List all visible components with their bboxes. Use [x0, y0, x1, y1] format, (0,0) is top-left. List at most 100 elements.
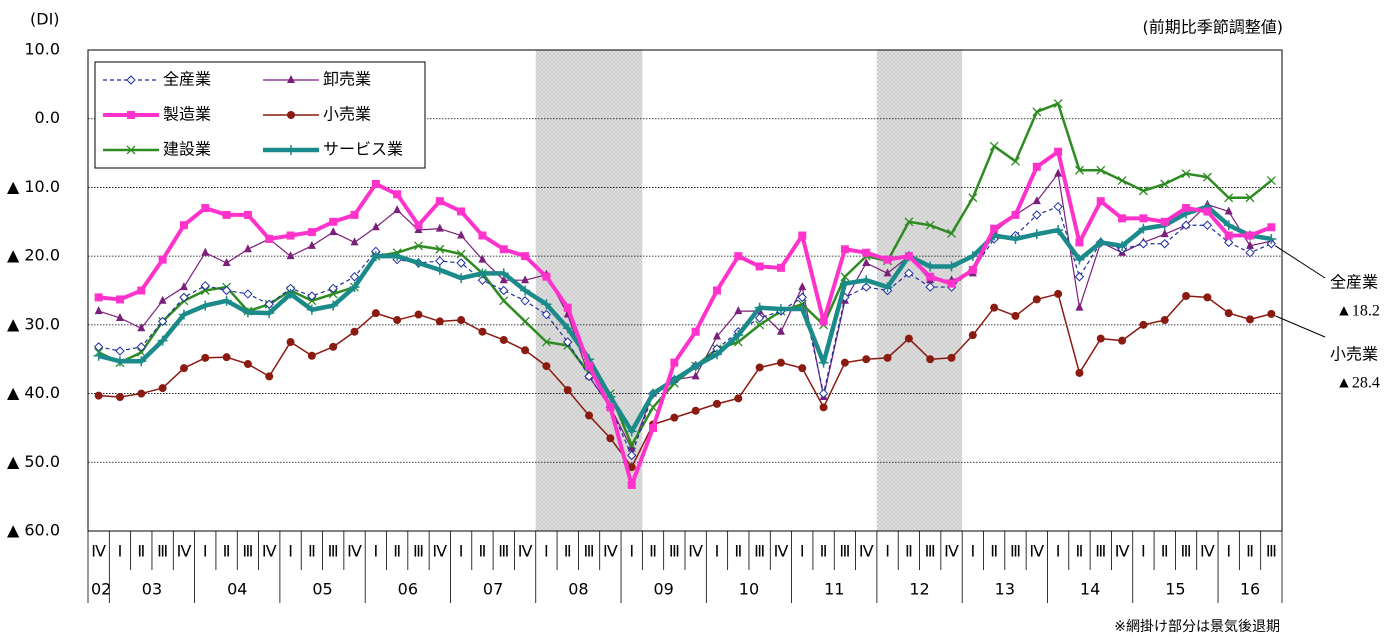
annotation-name: 全産業 — [1330, 273, 1378, 292]
x-tick-label: Ⅱ — [990, 544, 998, 561]
x-tick-label: Ⅰ — [459, 544, 464, 561]
marker — [94, 391, 103, 400]
x-tick-label: Ⅱ — [308, 544, 316, 561]
x-tick-label: Ⅰ — [203, 544, 208, 561]
x-tick-label: Ⅳ — [944, 544, 959, 561]
x-tick-label: Ⅲ — [1181, 544, 1192, 561]
marker — [627, 440, 637, 450]
marker — [115, 346, 125, 356]
marker — [201, 353, 210, 362]
marker — [1054, 289, 1063, 298]
annotation-value: ▲18.2 — [1336, 303, 1380, 320]
marker — [541, 337, 551, 347]
x-tick-label: Ⅱ — [820, 544, 828, 561]
marker — [264, 308, 275, 319]
marker — [1202, 220, 1213, 230]
marker — [904, 268, 914, 279]
marker — [775, 304, 786, 315]
y-tick-label: ▲ 20.0 — [7, 246, 60, 265]
marker — [1096, 334, 1105, 343]
marker — [776, 326, 785, 335]
x-tick-label: Ⅲ — [498, 544, 509, 561]
marker — [1203, 293, 1212, 302]
marker — [925, 261, 936, 272]
marker — [521, 252, 530, 261]
marker — [1117, 240, 1128, 251]
marker — [157, 316, 168, 327]
marker — [243, 289, 253, 299]
marker — [798, 282, 807, 291]
marker — [990, 224, 999, 233]
x-tick-label: Ⅳ — [603, 544, 618, 561]
marker — [1054, 147, 1063, 156]
marker — [754, 313, 765, 323]
marker — [541, 309, 552, 320]
x-tick-label: Ⅱ — [1161, 544, 1169, 561]
marker — [435, 223, 444, 232]
x-tick-label: Ⅲ — [1095, 544, 1106, 561]
marker — [222, 258, 231, 267]
marker — [690, 361, 701, 372]
marker — [137, 389, 146, 398]
marker — [521, 275, 530, 284]
marker — [1096, 197, 1105, 206]
marker — [478, 327, 487, 336]
marker — [1267, 309, 1276, 318]
marker — [287, 75, 295, 83]
marker — [307, 296, 317, 306]
marker — [1075, 302, 1084, 311]
marker — [946, 261, 957, 272]
marker — [797, 304, 808, 315]
marker — [456, 258, 466, 268]
marker — [393, 205, 402, 214]
marker — [414, 221, 423, 230]
marker — [287, 111, 295, 119]
marker — [1246, 240, 1255, 249]
year-label: 12 — [909, 580, 929, 599]
x-tick-label: Ⅳ — [432, 544, 447, 561]
marker — [1117, 176, 1127, 186]
marker — [733, 330, 744, 341]
marker — [861, 282, 871, 292]
marker — [115, 312, 124, 321]
marker — [904, 252, 913, 261]
marker — [947, 229, 956, 238]
marker — [925, 220, 935, 230]
marker — [1032, 295, 1041, 304]
marker — [158, 295, 167, 304]
x-tick-label: Ⅲ — [413, 544, 424, 561]
legend-label: 卸売業 — [323, 70, 371, 89]
marker — [840, 245, 849, 254]
marker — [158, 384, 167, 393]
year-label: 03 — [142, 580, 162, 599]
marker — [925, 282, 935, 292]
x-tick-label: Ⅱ — [905, 544, 913, 561]
marker — [243, 244, 252, 253]
marker — [126, 75, 136, 85]
marker — [883, 353, 892, 362]
marker — [221, 285, 232, 296]
marker — [755, 320, 765, 330]
marker — [734, 306, 743, 315]
marker — [499, 296, 509, 306]
marker — [1074, 165, 1084, 175]
marker — [499, 245, 508, 254]
marker — [520, 316, 530, 326]
marker — [127, 111, 135, 119]
annotation-leader — [1275, 315, 1326, 338]
marker — [179, 364, 188, 373]
year-label: 07 — [483, 580, 503, 599]
marker — [542, 272, 551, 281]
x-tick-label: Ⅲ — [157, 544, 168, 561]
marker — [839, 278, 850, 289]
year-label: 04 — [227, 580, 247, 599]
marker — [862, 258, 871, 267]
marker — [243, 360, 252, 369]
marker — [435, 197, 444, 206]
marker — [1032, 196, 1041, 205]
marker — [1223, 237, 1234, 248]
marker — [840, 272, 850, 282]
marker — [606, 403, 615, 412]
y-tick-label: ▲ 60.0 — [7, 521, 60, 540]
